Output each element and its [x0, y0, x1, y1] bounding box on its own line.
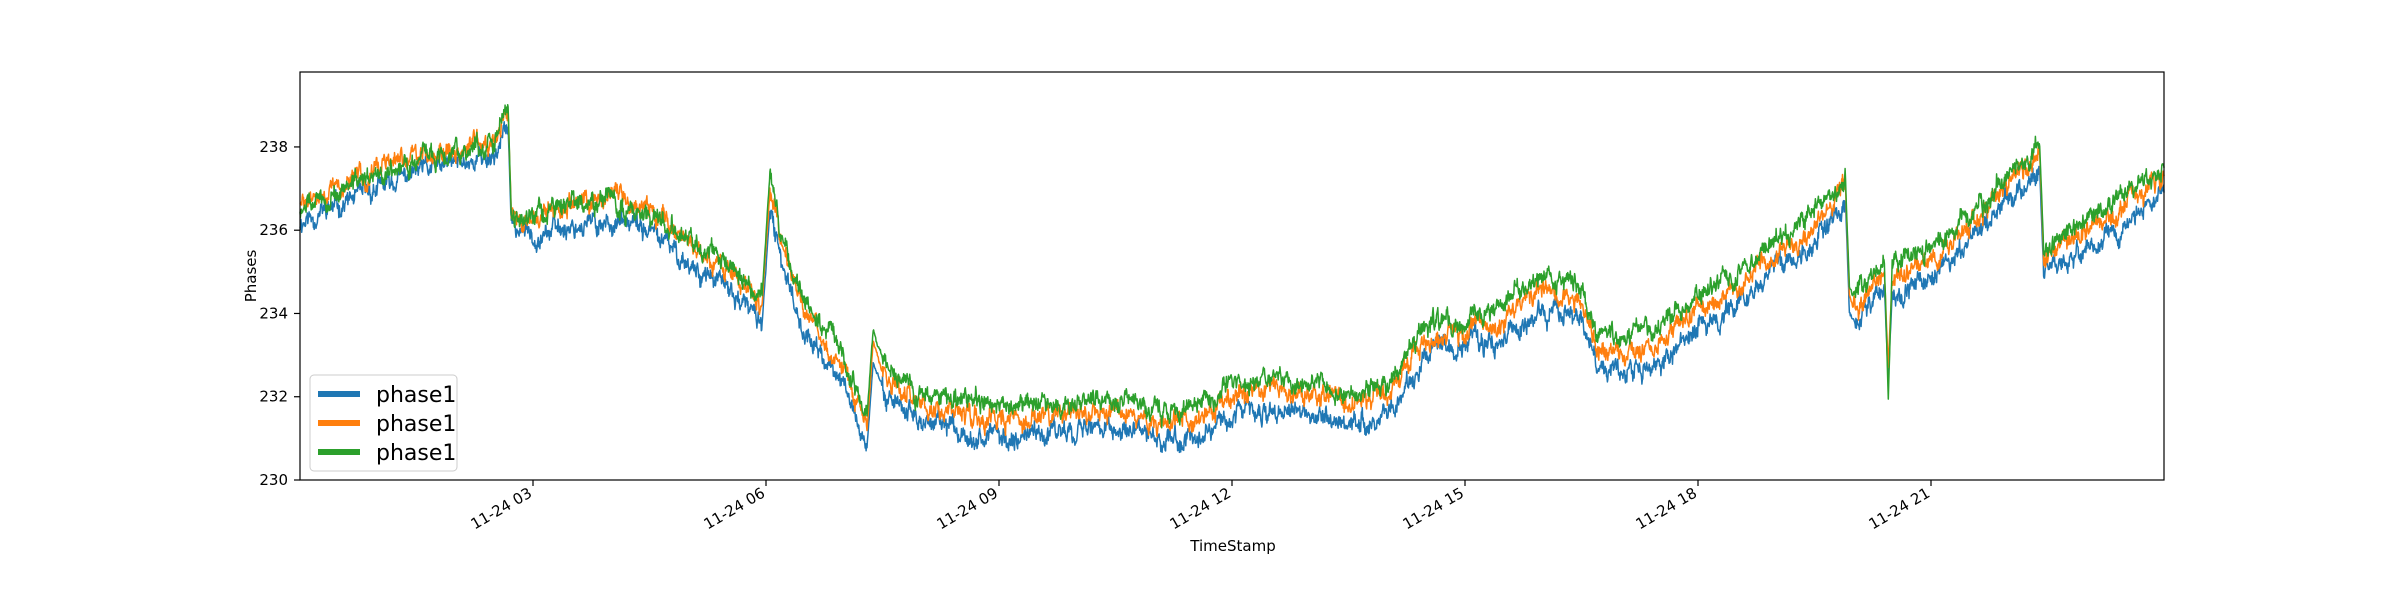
y-axis: 230 232 234 236 238: [259, 138, 300, 489]
series-line-1: [299, 120, 2165, 454]
y-tick-label: 236: [259, 221, 288, 239]
series-layer: [299, 103, 2165, 454]
legend-box: [309, 374, 458, 472]
y-tick-label: 234: [259, 304, 288, 322]
legend-label-series-1: phase1: [376, 383, 456, 408]
legend-label-series-3: phase1: [376, 441, 456, 466]
y-tick-label: 232: [259, 388, 288, 406]
y-tick-label: 238: [259, 138, 288, 156]
legend: phase1 phase1 phase1: [309, 374, 458, 472]
series-line-3: [299, 103, 2165, 429]
legend-label-series-2: phase1: [376, 412, 456, 437]
x-axis-label: TimeStamp: [1189, 537, 1275, 555]
y-tick-label: 230: [259, 471, 288, 489]
series-line-2: [299, 108, 2165, 438]
y-axis-label: Phases: [242, 250, 260, 303]
plot-area: [300, 72, 2164, 480]
